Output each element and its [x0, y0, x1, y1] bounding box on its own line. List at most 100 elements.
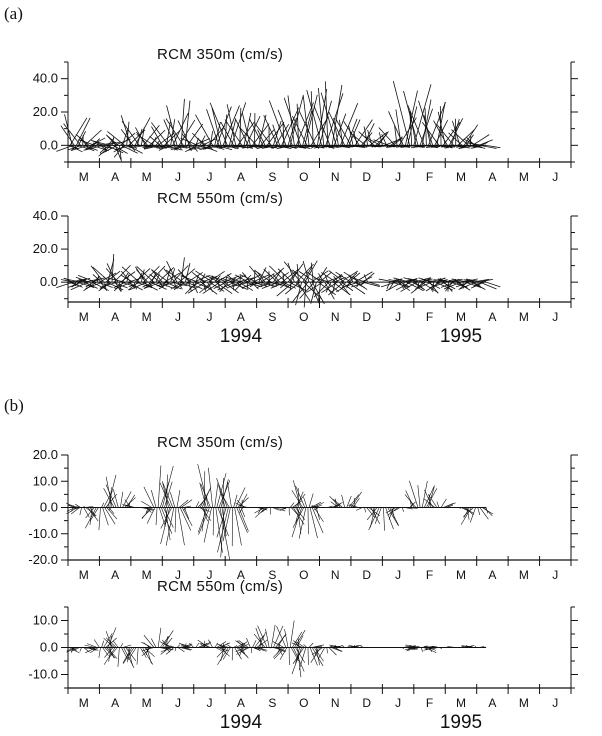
vector-stick-c3	[273, 647, 286, 660]
vector-stick-c0	[378, 127, 396, 146]
vector-stick-c1	[165, 269, 184, 283]
vector-stick-c3	[136, 647, 139, 665]
vector-stick-c1	[114, 281, 133, 290]
vector-stick-c0	[291, 144, 309, 149]
vector-stick-c1	[400, 281, 418, 292]
vector-stick-c1	[306, 271, 322, 283]
vector-stick-c3	[66, 647, 78, 653]
vector-stick-c0	[209, 102, 228, 146]
vector-stick-c1	[433, 279, 448, 283]
vector-stick-c2	[164, 481, 173, 508]
vector-stick-c0	[357, 144, 373, 147]
vector-stick-c3	[140, 647, 147, 658]
vector-stick-c0	[436, 124, 454, 146]
vector-stick-c0	[121, 120, 140, 146]
vector-stick-c2	[296, 491, 304, 508]
vector-stick-c1	[409, 279, 413, 283]
vector-stick-c0	[69, 117, 88, 146]
vector-stick-c3	[165, 647, 175, 655]
vector-stick-c0	[135, 131, 148, 146]
vector-stick-c3	[295, 641, 305, 648]
vector-stick-c2	[160, 507, 170, 544]
vector-stick-c0	[440, 144, 455, 148]
vector-stick-c1	[99, 281, 118, 288]
vector-stick-c2	[157, 465, 162, 508]
vector-stick-c1	[204, 281, 214, 291]
vector-stick-c0	[99, 144, 118, 155]
vector-stick-c3	[220, 642, 229, 648]
vector-stick-c0	[149, 136, 161, 146]
vector-stick-c1	[283, 261, 301, 283]
vector-stick-c3	[276, 625, 287, 648]
vector-stick-c3	[86, 643, 98, 648]
vector-stick-c3	[252, 640, 257, 648]
vector-stick-c3	[160, 647, 172, 653]
vector-stick-c0	[98, 145, 112, 157]
vector-stick-c1	[195, 270, 213, 283]
vector-stick-c0	[134, 117, 151, 146]
vector-stick-c1	[133, 282, 138, 290]
vector-stick-c1	[296, 263, 314, 283]
vector-stick-c3	[474, 646, 477, 648]
vector-stick-c1	[158, 281, 177, 288]
x-tick-label-c2-8: N	[331, 568, 340, 582]
vector-stick-c2	[311, 507, 324, 534]
vector-stick-c3	[255, 627, 264, 648]
vector-stick-c2	[216, 478, 228, 508]
y-tick-label-c2-4: 20.0	[33, 447, 58, 462]
vector-stick-c1	[140, 269, 145, 283]
x-tick-label-c0-5: A	[237, 170, 245, 184]
vector-stick-c1	[310, 282, 317, 304]
vector-stick-c3	[335, 647, 339, 650]
year-label-1994-0: 1994	[220, 326, 263, 347]
x-tick-label-c2-11: F	[426, 568, 433, 582]
vector-stick-c2	[82, 505, 85, 508]
vector-stick-c0	[312, 144, 325, 149]
vector-stick-c0	[206, 109, 220, 146]
vector-stick-c1	[239, 274, 242, 283]
vector-stick-c2	[279, 507, 288, 511]
vector-stick-c2	[297, 507, 302, 534]
vector-stick-c3	[265, 628, 270, 648]
vector-stick-c2	[145, 507, 149, 513]
vector-stick-c0	[239, 127, 257, 146]
vector-stick-c2	[179, 507, 192, 531]
vector-stick-c2	[197, 463, 209, 508]
vector-stick-c2	[329, 495, 341, 508]
x-tick-label-c1-5: A	[237, 310, 245, 324]
vector-stick-c2	[308, 493, 314, 508]
vector-stick-c2	[68, 504, 79, 508]
vector-stick-c1	[443, 281, 462, 290]
vector-stick-c3	[272, 641, 285, 648]
vector-stick-c2	[166, 474, 168, 508]
vector-stick-c2	[348, 505, 360, 508]
vector-stick-c1	[321, 281, 338, 294]
vector-stick-c0	[484, 144, 487, 146]
vector-stick-c2	[109, 487, 112, 508]
vector-stick-c2	[219, 490, 230, 508]
vector-stick-c3	[170, 645, 175, 648]
vector-stick-c0	[457, 129, 475, 146]
vector-stick-c0	[342, 144, 359, 148]
vector-stick-c1	[92, 274, 102, 283]
vector-stick-c3	[303, 644, 308, 648]
vector-stick-c2	[404, 507, 413, 510]
vector-stick-c3	[233, 645, 238, 648]
vector-stick-c1	[386, 282, 391, 289]
vector-stick-c0	[328, 144, 344, 149]
vector-stick-c3	[253, 647, 261, 651]
vector-stick-c3	[439, 647, 442, 650]
vector-stick-c2	[387, 507, 399, 516]
vector-stick-c1	[304, 260, 318, 283]
vector-stick-c1	[299, 281, 315, 299]
x-tick-label-c1-14: M	[519, 310, 529, 324]
vector-stick-c2	[85, 507, 97, 529]
vector-stick-c1	[297, 281, 311, 302]
vector-stick-c3	[424, 646, 433, 648]
vector-stick-c3	[309, 647, 318, 666]
x-tick-label-c0-2: M	[142, 170, 152, 184]
vector-stick-c2	[295, 485, 306, 508]
vector-stick-c2	[101, 502, 105, 508]
vector-stick-c1	[270, 281, 286, 289]
vector-stick-c3	[101, 640, 105, 648]
